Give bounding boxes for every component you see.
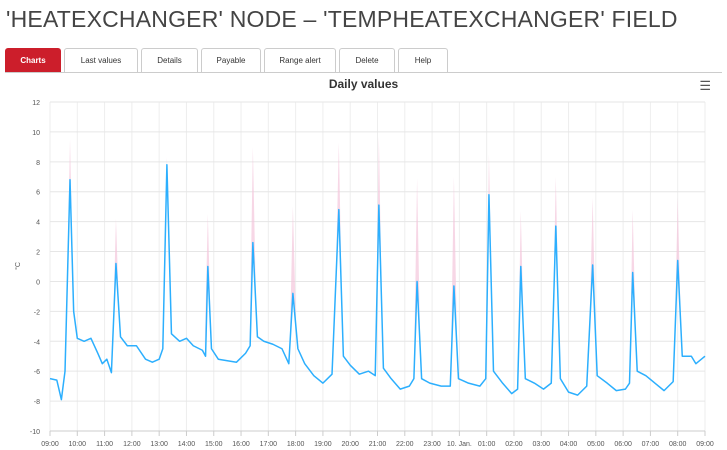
x-tick-label: 23:00 xyxy=(423,441,441,448)
y-tick-label: -6 xyxy=(34,369,40,376)
x-tick-label: 22:00 xyxy=(396,441,414,448)
x-tick-label: 09:00 xyxy=(696,441,714,448)
y-tick-label: -2 xyxy=(34,309,40,316)
x-tick-label: 16:00 xyxy=(232,441,250,448)
tab-payable[interactable]: Payable xyxy=(201,48,261,72)
x-tick-label: 03:00 xyxy=(532,441,550,448)
x-tick-label: 12:00 xyxy=(123,441,141,448)
x-tick-label: 20:00 xyxy=(341,441,359,448)
y-tick-label: -8 xyxy=(34,399,40,406)
x-tick-label: 13:00 xyxy=(150,441,168,448)
range-band xyxy=(375,136,383,359)
x-tick-label: 19:00 xyxy=(314,441,332,448)
y-tick-label: 12 xyxy=(32,100,40,107)
x-tick-label: 11:00 xyxy=(96,441,113,448)
y-tick-label: 4 xyxy=(36,220,40,227)
range-band xyxy=(204,214,212,355)
x-tick-label: 08:00 xyxy=(669,441,687,448)
x-tick-label: 04:00 xyxy=(560,441,578,448)
x-tick-label: 10:00 xyxy=(69,441,87,448)
x-tick-label: 01:00 xyxy=(478,441,496,448)
x-tick-label: 17:00 xyxy=(260,441,278,448)
tab-divider xyxy=(5,72,722,73)
y-tick-label: 6 xyxy=(36,190,40,197)
range-band xyxy=(674,197,681,348)
tab-delete[interactable]: Delete xyxy=(339,48,395,72)
hamburger-menu-icon[interactable]: ☰ xyxy=(699,78,711,93)
x-tick-label: 06:00 xyxy=(614,441,632,448)
range-band xyxy=(335,142,343,316)
page-title: 'HEATEXCHANGER' NODE – 'TEMPHEATEXCHANGE… xyxy=(6,6,678,32)
x-tick-label: 02:00 xyxy=(505,441,523,448)
x-tick-label: 10. Jan. xyxy=(447,441,472,448)
y-tick-label: 10 xyxy=(32,130,40,137)
x-tick-label: 09:00 xyxy=(41,441,59,448)
x-tick-label: 18:00 xyxy=(287,441,305,448)
x-tick-label: 05:00 xyxy=(587,441,605,448)
tab-bar: Charts Last values Details Payable Range… xyxy=(5,48,448,72)
x-tick-label: 14:00 xyxy=(178,441,196,448)
y-tick-label: 2 xyxy=(36,250,40,257)
x-tick-label: 07:00 xyxy=(642,441,660,448)
range-band xyxy=(66,139,74,306)
tab-range-alert[interactable]: Range alert xyxy=(264,48,336,72)
range-band xyxy=(112,218,120,343)
tab-last-values[interactable]: Last values xyxy=(64,48,138,72)
range-band xyxy=(249,146,257,347)
tab-details[interactable]: Details xyxy=(141,48,198,72)
tab-charts[interactable]: Charts xyxy=(5,48,61,72)
x-tick-label: 15:00 xyxy=(205,441,223,448)
y-axis-label: °C xyxy=(14,262,22,270)
y-tick-label: -4 xyxy=(34,339,40,346)
range-band xyxy=(589,197,596,345)
y-tick-label: 8 xyxy=(36,160,40,167)
y-tick-label: 0 xyxy=(36,279,40,286)
range-band xyxy=(629,209,636,384)
x-tick-label: 21:00 xyxy=(369,441,387,448)
tab-help[interactable]: Help xyxy=(398,48,448,72)
temperature-line xyxy=(49,164,706,401)
y-tick-label: -10 xyxy=(30,429,40,436)
range-band xyxy=(552,176,560,340)
chart-title: Daily values xyxy=(328,77,399,91)
